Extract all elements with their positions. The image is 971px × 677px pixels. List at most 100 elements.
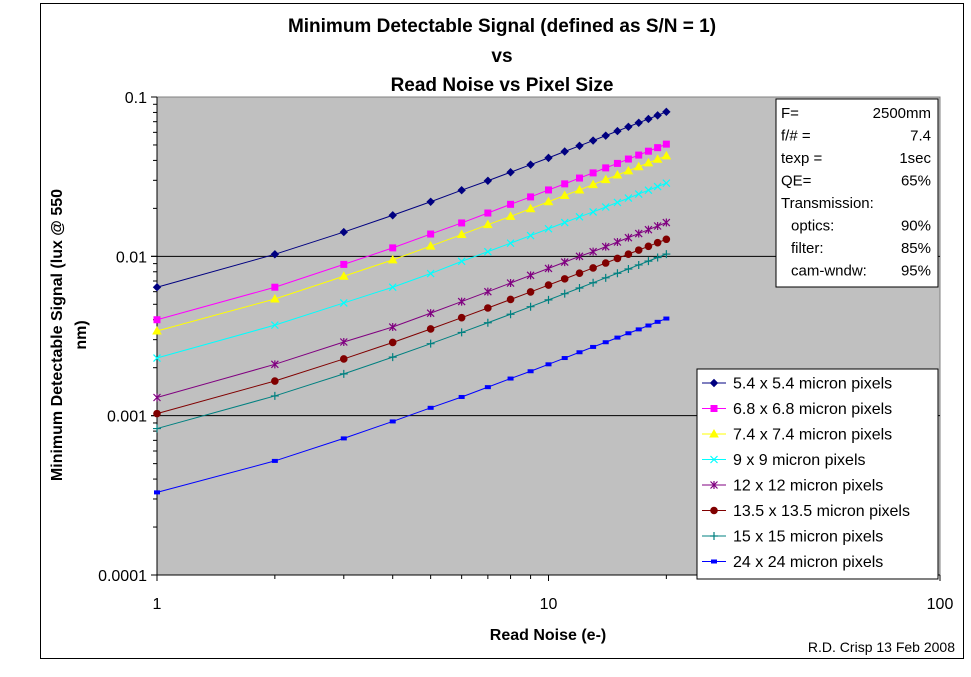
data-point bbox=[663, 316, 670, 321]
data-point bbox=[624, 250, 633, 258]
data-point bbox=[526, 160, 535, 169]
legend-item: 5.4 x 5.4 micron pixels bbox=[702, 376, 892, 393]
data-point bbox=[339, 355, 348, 363]
data-point bbox=[661, 150, 672, 160]
data-point bbox=[643, 157, 654, 167]
data-point bbox=[634, 118, 643, 127]
data-point bbox=[710, 405, 718, 412]
data-point bbox=[625, 331, 632, 336]
data-point bbox=[484, 304, 492, 312]
data-point bbox=[652, 154, 663, 163]
data-point bbox=[589, 278, 598, 287]
data-point bbox=[271, 377, 279, 385]
data-point bbox=[154, 490, 160, 495]
data-point bbox=[634, 246, 643, 254]
data-point bbox=[153, 393, 161, 402]
data-point bbox=[644, 147, 652, 155]
data-point bbox=[710, 506, 718, 515]
data-point bbox=[484, 209, 492, 217]
x-tick-label: 1 bbox=[153, 596, 162, 613]
data-point bbox=[653, 253, 662, 262]
data-point bbox=[560, 218, 569, 227]
parameter-label: f/# = bbox=[781, 128, 811, 145]
data-point bbox=[589, 264, 597, 272]
data-point bbox=[602, 164, 610, 172]
series-group bbox=[152, 107, 672, 495]
data-point bbox=[644, 114, 653, 124]
data-point bbox=[526, 302, 535, 311]
x-axis-label: Read Noise (e-) bbox=[490, 627, 606, 644]
data-point bbox=[525, 203, 536, 213]
data-point bbox=[427, 405, 434, 410]
data-point bbox=[653, 111, 662, 120]
parameter-value: 7.4 bbox=[910, 128, 931, 145]
data-point bbox=[662, 235, 671, 244]
data-point bbox=[426, 325, 435, 333]
legend-label: 12 x 12 micron pixels bbox=[733, 478, 883, 495]
data-point bbox=[457, 313, 466, 322]
data-point bbox=[634, 229, 643, 238]
data-point bbox=[613, 254, 622, 263]
data-point bbox=[425, 241, 436, 250]
parameter-value: 65% bbox=[901, 173, 931, 190]
data-point bbox=[634, 190, 643, 198]
parameter-label: cam-wndw: bbox=[791, 263, 867, 280]
data-point bbox=[153, 316, 161, 324]
legend-label: 7.4 x 7.4 micron pixels bbox=[733, 427, 892, 444]
data-point bbox=[457, 297, 466, 306]
data-point bbox=[153, 354, 161, 362]
data-point bbox=[269, 293, 280, 303]
data-point bbox=[635, 151, 643, 159]
data-point bbox=[483, 176, 493, 185]
data-point bbox=[560, 147, 569, 156]
data-point bbox=[544, 295, 553, 304]
data-point bbox=[388, 283, 397, 292]
data-point bbox=[601, 273, 610, 282]
data-point bbox=[506, 310, 515, 319]
data-point bbox=[482, 219, 493, 229]
data-point bbox=[544, 224, 553, 233]
parameter-label: Transmission: bbox=[781, 195, 874, 212]
data-point bbox=[270, 321, 279, 330]
data-point bbox=[507, 200, 515, 208]
data-point bbox=[339, 299, 348, 307]
data-point bbox=[624, 264, 633, 273]
data-point bbox=[613, 269, 622, 278]
data-series bbox=[153, 218, 671, 402]
parameter-value: 2500mm bbox=[873, 105, 931, 122]
data-point bbox=[457, 186, 466, 195]
parameters-box: F= 2500mm f/# = 7.4 texp = 1sec QE= 65% Transmis… bbox=[775, 98, 939, 288]
legend-label: 9 x 9 micron pixels bbox=[733, 452, 866, 469]
series-line bbox=[156, 182, 667, 359]
data-point bbox=[388, 338, 397, 347]
data-point bbox=[575, 141, 584, 151]
legend-border bbox=[696, 368, 939, 580]
data-point bbox=[623, 165, 634, 175]
data-point bbox=[559, 190, 570, 199]
data-point bbox=[340, 436, 347, 441]
data-point bbox=[152, 283, 162, 292]
data-point bbox=[600, 174, 611, 184]
data-point bbox=[644, 257, 653, 266]
data-point bbox=[561, 180, 569, 188]
data-point bbox=[426, 309, 435, 318]
data-point bbox=[613, 126, 622, 136]
data-point bbox=[710, 455, 718, 464]
data-point bbox=[601, 203, 610, 211]
data-point bbox=[601, 242, 610, 251]
data-point bbox=[662, 179, 671, 188]
data-point bbox=[544, 264, 553, 273]
data-point bbox=[339, 369, 348, 378]
data-point bbox=[389, 244, 397, 252]
data-point bbox=[340, 260, 348, 268]
data-point bbox=[527, 193, 535, 201]
parameter-label: texp = bbox=[781, 150, 823, 167]
data-point bbox=[588, 179, 598, 189]
data-point bbox=[339, 337, 348, 346]
legend-label: 6.8 x 6.8 micron pixels bbox=[733, 401, 892, 418]
data-point bbox=[624, 233, 633, 242]
data-point bbox=[654, 144, 662, 152]
y-axis-label-line: nm) bbox=[73, 320, 90, 349]
data-point bbox=[271, 283, 279, 291]
